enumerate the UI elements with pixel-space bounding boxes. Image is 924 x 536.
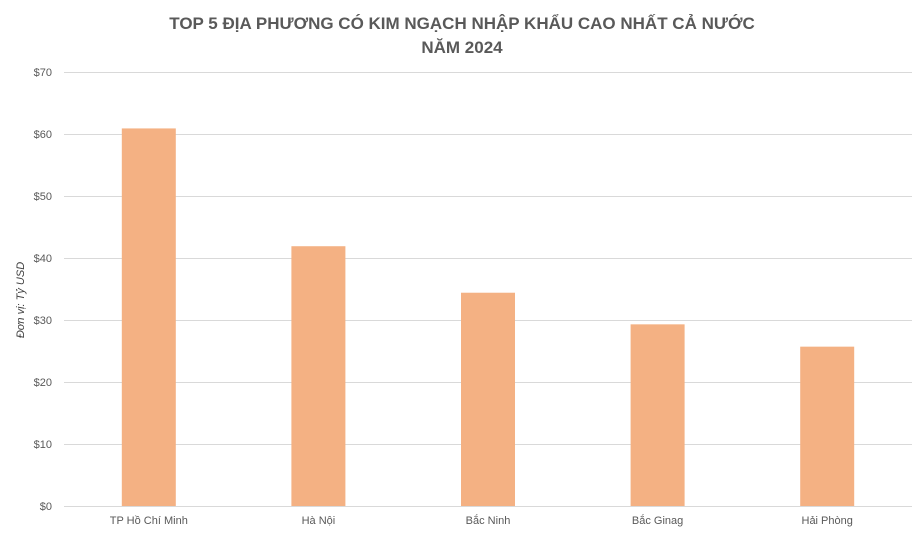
bar (461, 292, 515, 506)
x-tick-label: Hà Nội (302, 515, 336, 527)
bar (800, 346, 855, 506)
y-tick-label: $20 (34, 377, 52, 389)
x-axis-ticks: TP Hồ Chí Minh Hà Nội Bắc Ninh Bắc Ginag Hải… (110, 514, 853, 527)
chart-title-line-2: NĂM 2024 (421, 38, 503, 57)
y-tick-label: $30 (34, 315, 52, 327)
x-tick-label: Bắc Ninh (466, 514, 511, 527)
x-tick-label: Hải Phòng (802, 515, 853, 527)
y-tick-label: $70 (34, 67, 52, 79)
gridlines (64, 72, 912, 507)
x-tick-label: TP Hồ Chí Minh (110, 515, 188, 527)
y-tick-label: $0 (40, 501, 52, 513)
x-tick-label: Bắc Ginag (632, 514, 683, 527)
chart-title-line-1: TOP 5 ĐỊA PHƯƠNG CÓ KIM NGẠCH NHẬP KHẨU … (169, 14, 755, 33)
bars (121, 128, 855, 507)
y-tick-label: $40 (34, 253, 52, 265)
y-tick-label: $60 (34, 129, 52, 141)
y-tick-label: $50 (34, 191, 52, 203)
bar (630, 324, 685, 506)
bar (121, 128, 176, 507)
y-tick-label: $10 (34, 439, 52, 451)
y-axis-ticks: $0 $10 $20 $30 $40 $50 $60 $70 (34, 67, 52, 513)
bar (291, 246, 346, 506)
chart-title: TOP 5 ĐỊA PHƯƠNG CÓ KIM NGẠCH NHẬP KHẨU … (0, 12, 924, 60)
